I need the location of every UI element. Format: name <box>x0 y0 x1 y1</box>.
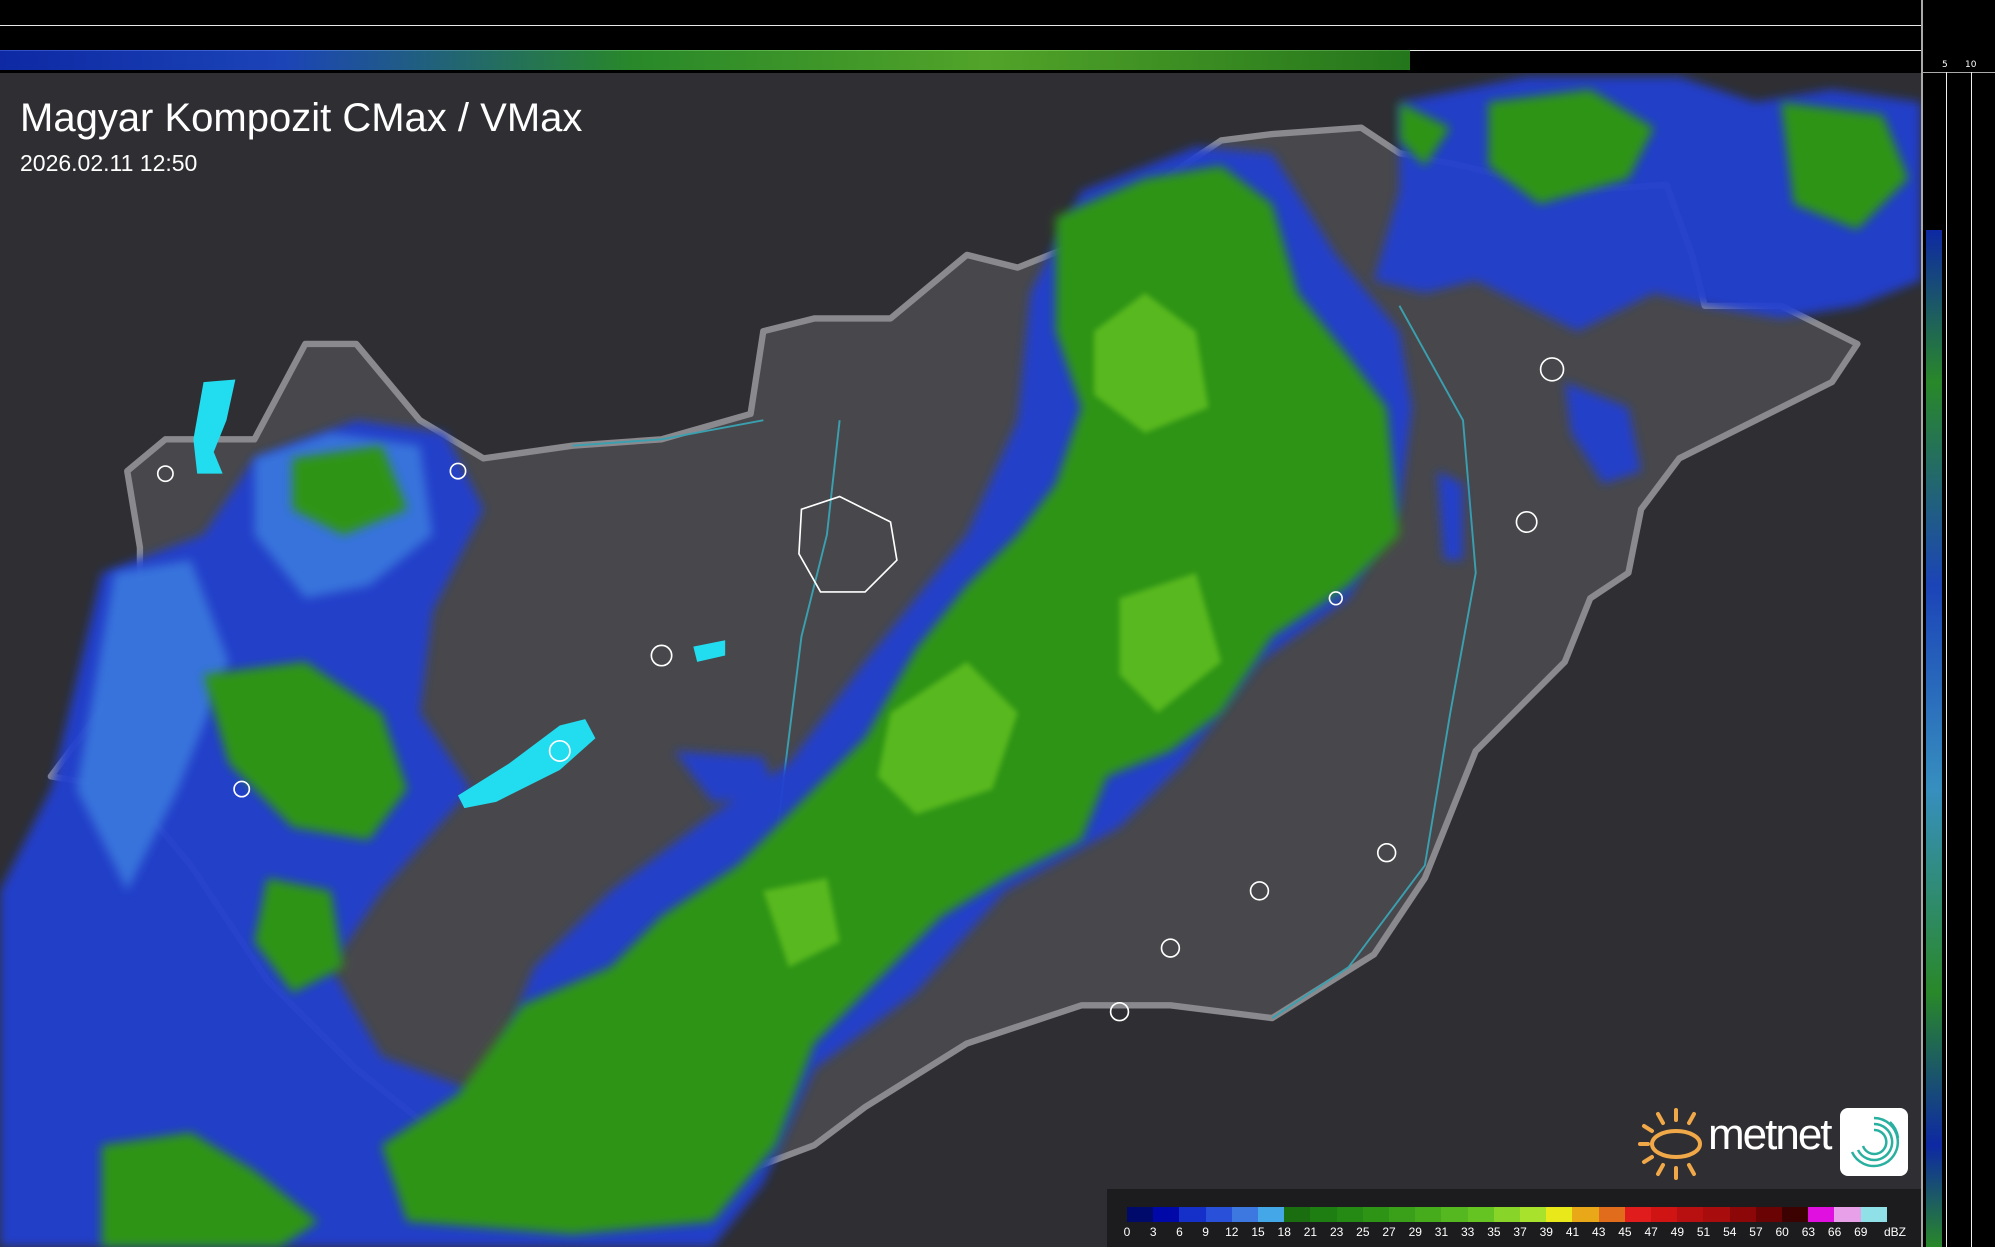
legend-swatch-69 <box>1860 1207 1887 1222</box>
right-profile-strip: 5 10 <box>1921 0 1995 1247</box>
metnet-wordmark: metnet <box>1708 1110 1833 1159</box>
legend-label: 54 <box>1723 1225 1737 1239</box>
legend-label: 35 <box>1487 1225 1501 1239</box>
legend-label: 31 <box>1434 1225 1449 1239</box>
legend-swatch-9 <box>1205 1207 1232 1222</box>
legend-label: 45 <box>1618 1225 1632 1239</box>
legend-label: 25 <box>1356 1225 1370 1239</box>
lake-velence <box>693 640 726 662</box>
dbz-color-legend: 0 3 6 9 12 15 18 21 23 25 27 29 31 33 35 37 39 41 43 45 47 49… <box>1107 1189 1921 1247</box>
legend-swatch-49 <box>1677 1207 1704 1222</box>
swirl-icon <box>1850 1116 1900 1168</box>
legend-swatch-47 <box>1651 1207 1678 1222</box>
radar-map[interactable] <box>0 73 1921 1247</box>
profile-gridline-r5 <box>1946 72 1947 1247</box>
legend-swatch-37 <box>1520 1207 1547 1222</box>
legend-label: 33 <box>1461 1225 1475 1239</box>
legend-swatch-43 <box>1598 1207 1625 1222</box>
lake-neusiedl <box>193 379 236 474</box>
legend-swatch-60 <box>1782 1207 1809 1222</box>
legend-label: 43 <box>1592 1225 1606 1239</box>
metnet-app-icon <box>1840 1108 1908 1176</box>
legend-swatch-12 <box>1231 1207 1259 1222</box>
legend-swatch-3 <box>1153 1207 1180 1222</box>
legend-swatch-35 <box>1493 1207 1521 1222</box>
legend-swatch-21 <box>1310 1207 1337 1222</box>
legend-swatch-23 <box>1336 1207 1363 1222</box>
radar-map-svg <box>0 73 1921 1247</box>
legend-swatch-54 <box>1729 1207 1756 1222</box>
profile-label-r10: 10 <box>1965 60 1977 70</box>
legend-label: 9 <box>1202 1225 1209 1239</box>
legend-label: 15 <box>1251 1225 1265 1239</box>
legend-label: 69 <box>1854 1225 1868 1239</box>
legend-label: 12 <box>1225 1225 1239 1239</box>
profile-divider-h <box>1921 72 1995 73</box>
radar-echo-brightgreen <box>763 293 1222 968</box>
map-timestamp: 2026.02.11 12:50 <box>20 150 198 176</box>
legend-label: 29 <box>1408 1225 1422 1239</box>
legend-swatch-57 <box>1755 1207 1783 1222</box>
legend-swatch-27 <box>1389 1207 1416 1222</box>
legend-swatch-15 <box>1258 1207 1285 1222</box>
legend-swatch-31 <box>1441 1207 1468 1222</box>
legend-swatch-45 <box>1624 1207 1652 1222</box>
city-outlines <box>156 357 1565 1022</box>
legend-swatch-0 <box>1127 1207 1154 1222</box>
legend-unit: dBZ <box>1883 1225 1907 1239</box>
legend-swatch-18 <box>1284 1207 1311 1222</box>
legend-label: 49 <box>1670 1225 1685 1239</box>
metnet-logo: metnet <box>1636 1104 1911 1184</box>
legend-label: 27 <box>1382 1225 1396 1239</box>
top-profile-strip: 10 5 <box>0 0 1937 72</box>
legend-label: 63 <box>1801 1225 1816 1239</box>
legend-label: 39 <box>1539 1225 1553 1239</box>
legend-swatch-25 <box>1362 1207 1390 1222</box>
legend-label: 47 <box>1644 1225 1658 1239</box>
radar-echo-green <box>101 89 1909 1247</box>
legend-swatch-63 <box>1808 1207 1835 1222</box>
top-profile-echo <box>0 50 1410 70</box>
profile-divider <box>1921 0 1923 1247</box>
legend-swatch-51 <box>1703 1207 1730 1222</box>
legend-swatch-66 <box>1834 1207 1861 1222</box>
legend-label: 66 <box>1827 1225 1842 1239</box>
budapest-outline <box>798 495 898 593</box>
legend-label: 3 <box>1149 1225 1157 1239</box>
legend-swatch-29 <box>1415 1207 1442 1222</box>
legend-swatch-33 <box>1467 1207 1494 1222</box>
profile-gridline-r10 <box>1971 72 1972 1247</box>
map-title: Magyar Kompozit CMax / VMax <box>20 96 583 140</box>
profile-label-r5: 5 <box>1942 60 1948 70</box>
legend-label: 41 <box>1565 1225 1580 1239</box>
legend-label: 0 <box>1123 1225 1131 1239</box>
legend-label: 21 <box>1303 1225 1318 1239</box>
legend-color-bar <box>1127 1207 1887 1222</box>
legend-label: 23 <box>1329 1225 1344 1239</box>
legend-swatch-41 <box>1572 1207 1599 1222</box>
profile-gridline-10 <box>0 25 1921 26</box>
legend-label: 57 <box>1749 1225 1763 1239</box>
legend-label: 6 <box>1176 1225 1183 1239</box>
legend-label: 18 <box>1277 1225 1291 1239</box>
legend-swatch-39 <box>1546 1207 1573 1222</box>
legend-swatch-6 <box>1179 1207 1206 1222</box>
legend-label: 37 <box>1513 1225 1527 1239</box>
legend-label: 60 <box>1775 1225 1789 1239</box>
sun-icon <box>1638 1108 1702 1180</box>
legend-label: 51 <box>1696 1225 1711 1239</box>
right-profile-echo <box>1926 230 1942 1247</box>
